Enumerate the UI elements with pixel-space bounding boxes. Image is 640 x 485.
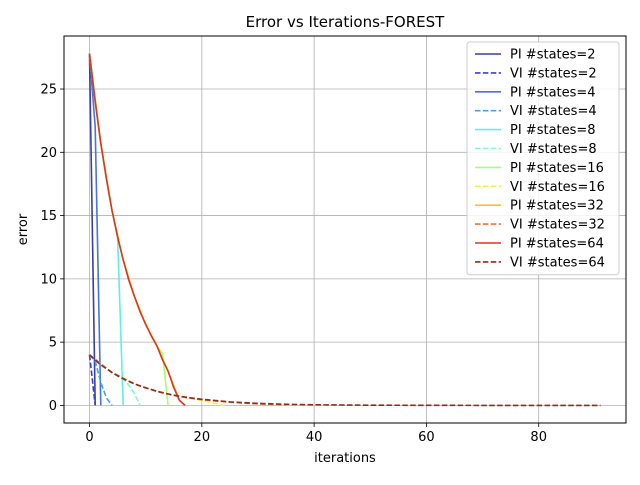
- y-tick-label: 10: [40, 272, 57, 287]
- series-line-1: [88, 53, 96, 406]
- legend-label: VI #states=4: [510, 104, 597, 119]
- y-axis-label: error: [16, 213, 31, 245]
- y-tick-label: 5: [49, 336, 57, 351]
- legend-label: PI #states=8: [510, 123, 596, 138]
- x-tick-label: 40: [306, 430, 323, 445]
- x-tick-label: 20: [194, 430, 211, 445]
- legend-label: VI #states=2: [510, 66, 597, 81]
- plot-frame: [63, 35, 627, 424]
- y-tick-label: 15: [40, 209, 57, 224]
- legend-label: VI #states=8: [510, 142, 597, 157]
- series-layer: [88, 53, 601, 407]
- x-tick-label: 80: [530, 430, 547, 445]
- legend: PI #states=2 VI #states=2 PI #states=4 VI #…: [466, 41, 620, 276]
- legend-label: PI #states=2: [510, 48, 596, 63]
- legend-label: PI #states=16: [510, 161, 604, 176]
- chart-title: Error vs Iterations-FOREST: [246, 13, 445, 31]
- series-line-2: [88, 354, 96, 406]
- legend-label: PI #states=4: [510, 85, 596, 100]
- series-line-11: [88, 53, 186, 406]
- x-tick-label: 0: [85, 430, 93, 445]
- series-line-3: [88, 53, 102, 406]
- legend-label: PI #states=32: [510, 199, 604, 214]
- legend-label: PI #states=64: [510, 237, 604, 252]
- series-line-12: [88, 354, 601, 407]
- legend-box: [466, 41, 620, 276]
- x-tick-label: 60: [418, 430, 435, 445]
- legend-label: VI #states=16: [510, 180, 605, 195]
- x-axis-label: iterations: [314, 451, 376, 466]
- y-tick-label: 0: [49, 399, 57, 414]
- legend-label: VI #states=32: [510, 218, 605, 233]
- tick-layer: 0 20 40 60 80 0 5 10 15 20 25: [40, 83, 547, 445]
- legend-label: VI #states=64: [510, 255, 605, 270]
- series-line-4: [88, 354, 113, 406]
- y-tick-label: 20: [40, 146, 57, 161]
- y-tick-label: 25: [40, 83, 57, 98]
